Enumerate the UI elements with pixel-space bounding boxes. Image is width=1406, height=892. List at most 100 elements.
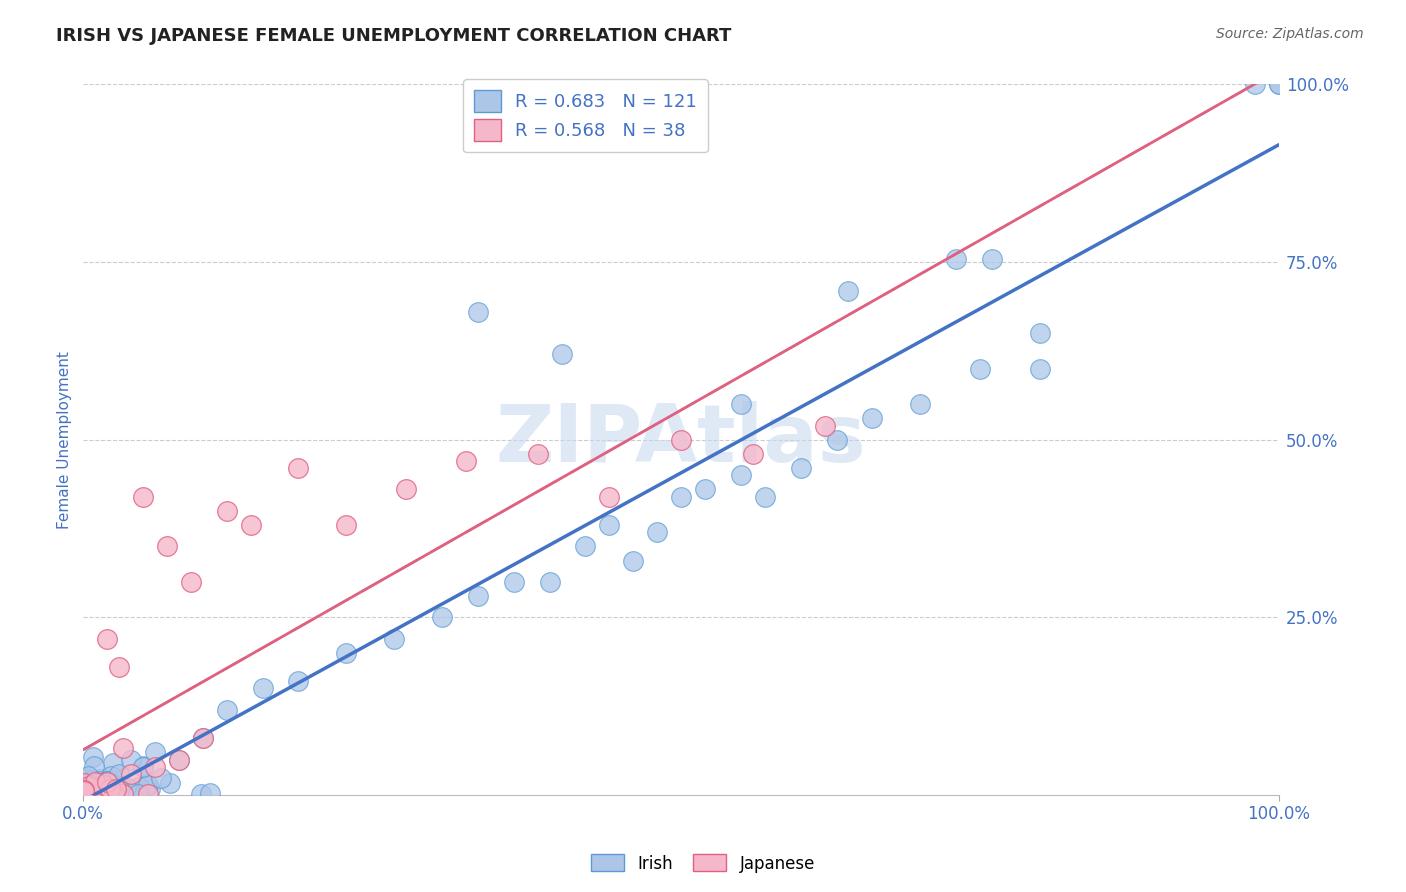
- Point: [156, 539, 179, 553]
- Point: [86, 781, 108, 796]
- Point: [111, 740, 134, 755]
- Point: [105, 785, 128, 799]
- Point: [100, 775, 122, 789]
- Point: [215, 703, 238, 717]
- Point: [574, 539, 596, 553]
- Point: [598, 518, 620, 533]
- Point: [108, 766, 131, 780]
- Point: [136, 787, 159, 801]
- Point: [94, 774, 117, 789]
- Point: [287, 461, 309, 475]
- Point: [132, 759, 155, 773]
- Point: [124, 786, 146, 800]
- Point: [167, 752, 190, 766]
- Point: [813, 418, 835, 433]
- Point: [454, 454, 477, 468]
- Point: [76, 787, 98, 801]
- Point: [96, 774, 118, 789]
- Point: [1244, 78, 1267, 92]
- Point: [252, 681, 274, 696]
- Point: [105, 787, 128, 801]
- Point: [73, 787, 96, 801]
- Point: [84, 782, 107, 797]
- Point: [100, 782, 122, 797]
- Point: [73, 781, 96, 796]
- Point: [91, 780, 114, 795]
- Point: [335, 518, 357, 533]
- Point: [79, 774, 101, 789]
- Point: [83, 788, 105, 802]
- Point: [111, 787, 134, 801]
- Point: [136, 778, 159, 792]
- Point: [96, 778, 118, 792]
- Point: [112, 788, 135, 802]
- Point: [167, 752, 190, 766]
- Point: [80, 785, 103, 799]
- Text: Source: ZipAtlas.com: Source: ZipAtlas.com: [1216, 27, 1364, 41]
- Point: [730, 468, 752, 483]
- Point: [82, 750, 104, 764]
- Point: [101, 786, 124, 800]
- Point: [76, 788, 98, 802]
- Point: [96, 632, 118, 646]
- Point: [107, 788, 129, 802]
- Point: [103, 788, 125, 802]
- Point: [111, 780, 134, 795]
- Point: [84, 783, 107, 797]
- Point: [198, 787, 221, 801]
- Point: [120, 752, 142, 766]
- Point: [87, 785, 110, 799]
- Point: [467, 305, 489, 319]
- Point: [86, 788, 108, 802]
- Point: [789, 461, 811, 475]
- Point: [87, 784, 110, 798]
- Point: [945, 252, 967, 266]
- Point: [135, 780, 157, 794]
- Point: [104, 782, 127, 797]
- Point: [96, 782, 118, 797]
- Point: [73, 783, 96, 797]
- Point: [80, 772, 103, 787]
- Point: [159, 776, 181, 790]
- Point: [96, 773, 118, 788]
- Point: [127, 787, 149, 801]
- Point: [97, 784, 120, 798]
- Point: [550, 347, 572, 361]
- Point: [112, 780, 135, 795]
- Point: [94, 784, 117, 798]
- Point: [191, 731, 214, 746]
- Point: [79, 780, 101, 794]
- Point: [115, 780, 138, 795]
- Point: [87, 785, 110, 799]
- Legend: Irish, Japanese: Irish, Japanese: [583, 847, 823, 880]
- Point: [502, 574, 524, 589]
- Point: [132, 759, 155, 773]
- Point: [83, 759, 105, 773]
- Point: [287, 674, 309, 689]
- Point: [89, 780, 111, 794]
- Point: [98, 776, 121, 790]
- Point: [190, 787, 212, 801]
- Point: [103, 785, 125, 799]
- Point: [89, 772, 111, 786]
- Point: [239, 518, 262, 533]
- Point: [621, 553, 644, 567]
- Point: [128, 780, 150, 795]
- Text: IRISH VS JAPANESE FEMALE UNEMPLOYMENT CORRELATION CHART: IRISH VS JAPANESE FEMALE UNEMPLOYMENT CO…: [56, 27, 731, 45]
- Point: [108, 660, 131, 674]
- Point: [97, 785, 120, 799]
- Point: [73, 775, 96, 789]
- Point: [89, 786, 111, 800]
- Point: [215, 504, 238, 518]
- Point: [77, 769, 100, 783]
- Point: [84, 783, 107, 797]
- Point: [693, 483, 716, 497]
- Point: [1268, 78, 1291, 92]
- Point: [94, 784, 117, 798]
- Point: [191, 731, 214, 746]
- Point: [382, 632, 405, 646]
- Point: [754, 490, 776, 504]
- Point: [91, 786, 114, 800]
- Point: [120, 766, 142, 780]
- Point: [101, 756, 124, 771]
